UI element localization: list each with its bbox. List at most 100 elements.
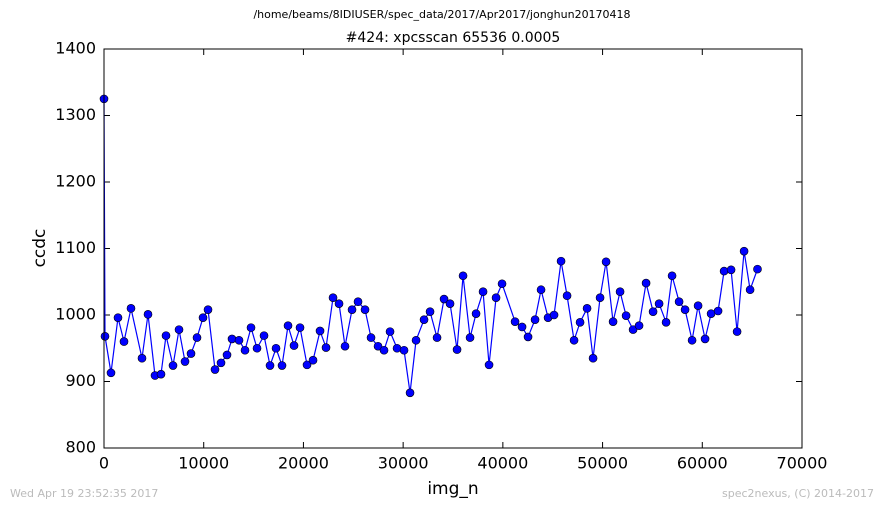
footer-right: spec2nexus, (C) 2014-2017 xyxy=(722,487,874,500)
data-point xyxy=(265,361,275,370)
data-point xyxy=(302,360,312,370)
data-point xyxy=(419,315,429,324)
data-point xyxy=(601,257,611,267)
data-point xyxy=(203,305,213,314)
data-point xyxy=(186,349,196,358)
data-point xyxy=(227,334,237,344)
x-tick-label: 70000 xyxy=(777,454,828,473)
data-point xyxy=(687,335,697,345)
x-tick-label: 30000 xyxy=(378,454,429,473)
data-point xyxy=(425,307,435,316)
data-point xyxy=(523,332,533,342)
y-tick-label: 800 xyxy=(65,438,96,457)
data-point xyxy=(137,353,147,363)
y-tick-label: 1100 xyxy=(55,238,96,257)
x-tick-label: 0 xyxy=(99,454,109,473)
data-point xyxy=(628,325,638,334)
data-point xyxy=(283,321,293,330)
data-point xyxy=(234,335,244,345)
data-point xyxy=(405,388,415,398)
data-point xyxy=(745,285,755,295)
data-point xyxy=(530,315,540,324)
data-point xyxy=(713,306,723,316)
data-point xyxy=(753,264,762,274)
data-point xyxy=(478,287,488,297)
data-point xyxy=(674,297,684,307)
data-point xyxy=(641,278,651,288)
data-point xyxy=(693,301,703,310)
data-point xyxy=(277,361,287,370)
data-point xyxy=(562,291,572,301)
data-point xyxy=(126,304,136,313)
suptitle: /home/beams/8IDIUSER/spec_data/2017/Apr2… xyxy=(253,8,630,21)
data-point xyxy=(366,333,376,342)
data-point xyxy=(726,265,736,275)
data-point xyxy=(595,293,605,303)
y-tick-label: 1300 xyxy=(55,105,96,124)
data-point xyxy=(353,297,363,307)
data-point xyxy=(271,343,281,353)
data-point xyxy=(608,317,618,326)
x-tick-label: 60000 xyxy=(677,454,728,473)
data-point xyxy=(654,299,664,308)
data-point xyxy=(119,337,129,346)
x-tick-label: 10000 xyxy=(178,454,229,473)
x-tick-label: 40000 xyxy=(477,454,528,473)
data-point xyxy=(458,271,468,281)
data-point xyxy=(168,361,178,370)
data-point xyxy=(452,345,462,354)
data-point xyxy=(340,341,350,351)
data-point xyxy=(680,305,690,314)
data-point xyxy=(308,355,318,365)
data-point xyxy=(648,307,658,316)
data-point xyxy=(445,299,455,308)
data-point xyxy=(549,310,559,320)
data-point xyxy=(321,343,331,352)
data-point xyxy=(497,279,507,289)
data-point xyxy=(106,368,116,378)
data-point xyxy=(198,313,208,322)
data-point xyxy=(246,323,256,332)
data-point xyxy=(471,309,481,318)
data-point xyxy=(259,331,269,340)
data-point xyxy=(222,350,232,360)
data-point xyxy=(334,299,344,308)
data-point xyxy=(192,333,202,342)
data-point xyxy=(621,311,631,320)
data-point xyxy=(411,335,421,345)
data-point xyxy=(399,345,409,355)
data-point xyxy=(700,334,710,344)
data-point xyxy=(439,294,449,304)
data-point xyxy=(328,293,338,303)
data-point xyxy=(634,321,644,330)
footer-left: Wed Apr 19 23:52:35 2017 xyxy=(10,487,158,500)
data-point xyxy=(385,327,395,336)
data-point xyxy=(465,333,475,342)
x-axis-label: img_n xyxy=(427,479,478,499)
data-point xyxy=(289,341,299,350)
data-point xyxy=(240,345,250,355)
data-point xyxy=(379,345,389,355)
data-point xyxy=(484,360,494,370)
data-point xyxy=(174,325,184,334)
y-tick-label: 1000 xyxy=(55,305,96,324)
data-point xyxy=(156,369,166,379)
data-point xyxy=(517,322,527,332)
data-point xyxy=(210,365,220,374)
data-point xyxy=(432,333,442,342)
data-point xyxy=(315,326,325,336)
data-point xyxy=(588,353,598,363)
data-point xyxy=(252,343,262,353)
x-tick-label: 20000 xyxy=(278,454,329,473)
data-point xyxy=(569,335,579,345)
data-point xyxy=(216,358,226,368)
data-point xyxy=(556,256,566,266)
x-tick-label: 50000 xyxy=(577,454,628,473)
y-axis-label: ccdc xyxy=(30,229,50,268)
chart-title: #424: xpcsscan 65536 0.0005 xyxy=(346,30,561,46)
data-point xyxy=(373,341,383,351)
data-point xyxy=(295,323,305,332)
data-point xyxy=(536,285,546,295)
